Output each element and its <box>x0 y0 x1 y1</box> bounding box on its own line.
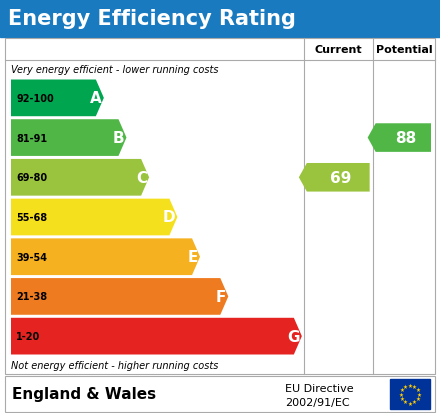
Polygon shape <box>299 164 370 192</box>
Text: 92-100: 92-100 <box>16 94 54 104</box>
Text: Not energy efficient - higher running costs: Not energy efficient - higher running co… <box>11 360 218 370</box>
Text: Very energy efficient - lower running costs: Very energy efficient - lower running co… <box>11 65 219 75</box>
Bar <box>390 379 430 409</box>
Text: England & Wales: England & Wales <box>12 387 156 401</box>
Text: ★: ★ <box>415 387 420 392</box>
Text: Energy Efficiency Rating: Energy Efficiency Rating <box>8 9 296 29</box>
Polygon shape <box>11 278 228 315</box>
Bar <box>5 39 435 374</box>
Text: Potential: Potential <box>375 45 432 55</box>
Text: Current: Current <box>315 45 362 55</box>
Polygon shape <box>11 199 177 236</box>
Polygon shape <box>11 239 200 275</box>
Text: ★: ★ <box>407 382 412 387</box>
Text: A: A <box>90 91 102 106</box>
Text: 81-91: 81-91 <box>16 133 47 143</box>
Text: 69-80: 69-80 <box>16 173 47 183</box>
Text: ★: ★ <box>400 387 405 392</box>
Text: ★: ★ <box>417 392 422 396</box>
Text: ★: ★ <box>403 399 408 404</box>
Text: ★: ★ <box>407 401 412 406</box>
Text: C: C <box>136 171 147 185</box>
Text: E: E <box>187 249 198 265</box>
Polygon shape <box>11 159 149 196</box>
Text: F: F <box>216 289 226 304</box>
Text: 21-38: 21-38 <box>16 292 47 302</box>
Text: ★: ★ <box>412 399 417 404</box>
Text: ★: ★ <box>403 384 408 389</box>
Text: ★: ★ <box>399 392 403 396</box>
Polygon shape <box>11 80 104 117</box>
Text: 1-20: 1-20 <box>16 331 40 341</box>
Text: 69: 69 <box>330 171 351 185</box>
Polygon shape <box>11 318 302 355</box>
Text: ★: ★ <box>400 396 405 401</box>
Text: 39-54: 39-54 <box>16 252 47 262</box>
Text: D: D <box>163 210 176 225</box>
Bar <box>5 376 435 412</box>
Polygon shape <box>368 124 431 152</box>
Text: G: G <box>287 329 300 344</box>
Text: 55-68: 55-68 <box>16 212 47 223</box>
Text: EU Directive: EU Directive <box>285 383 354 393</box>
Text: ★: ★ <box>412 384 417 389</box>
Text: 2002/91/EC: 2002/91/EC <box>285 397 350 407</box>
Polygon shape <box>11 120 126 157</box>
Bar <box>0 0 440 38</box>
Text: 88: 88 <box>395 131 416 146</box>
Text: ★: ★ <box>415 396 420 401</box>
Text: B: B <box>113 131 125 146</box>
